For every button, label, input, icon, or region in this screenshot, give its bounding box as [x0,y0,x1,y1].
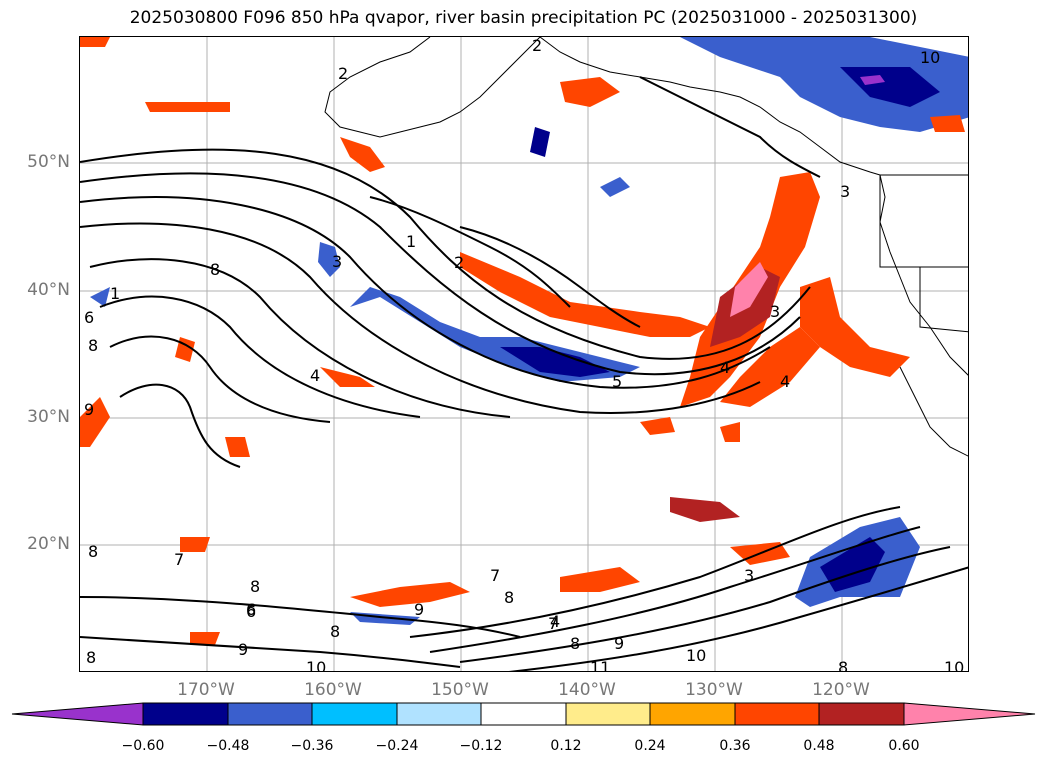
colorbar-swatch [565,702,651,726]
lat-label: 40°N [27,280,70,300]
colorbar [11,702,1036,726]
colorbar-tick: −0.48 [206,738,250,754]
contour-label: 7 [174,550,184,569]
contour-label: 10 [920,48,940,67]
colorbar-swatch [311,702,398,726]
contour-label: 8 [250,577,260,596]
colorbar-swatch [11,702,144,726]
contour-label: 8 [838,658,848,672]
contour-label: 2 [338,64,348,83]
contour-label: 4 [550,612,560,631]
contour-label: 5 [612,372,622,391]
contour-label: 7 [548,614,558,633]
colorbar-swatch [396,702,482,726]
colorbar-swatch [903,702,1036,726]
qvapor-contours [80,76,968,671]
contour-label: 10 [306,658,326,672]
contour-label: 7 [490,566,500,585]
contour-label-layer: 2 2 1 2 3 3 10 4 8 1 6 8 4 5 3 4 9 8 7 6… [84,37,964,672]
lat-label: 50°N [27,152,70,172]
contour-label: 9 [614,634,624,653]
lon-label: 170°W [177,680,235,700]
lon-label: 150°W [431,680,489,700]
positive-anomaly-shading [80,37,965,645]
lon-label: 130°W [685,680,743,700]
contour-label: 3 [840,182,850,201]
contour-label: 8 [504,588,514,607]
contour-label: 4 [720,358,730,377]
contour-label: 8 [570,634,580,653]
contour-label: 11 [590,658,610,672]
contour-label: 9 [84,400,94,419]
colorbar-tick: −0.36 [290,738,334,754]
negative-anomaly-shading [90,37,968,625]
colorbar-tick: −0.24 [375,738,419,754]
contour-label: 2 [532,37,542,55]
map-panel: 2 2 1 2 3 3 10 4 8 1 6 8 4 5 3 4 9 8 7 6… [79,36,969,672]
contour-label: 9 [238,640,248,659]
coastlines [324,37,968,457]
contour-label: 8 [88,336,98,355]
colorbar-tick: 0.48 [803,738,835,754]
map-canvas: 2 2 1 2 3 3 10 4 8 1 6 8 4 5 3 4 9 8 7 6… [80,37,968,672]
map-title: 2025030800 F096 850 hPa qvapor, river ba… [129,8,918,28]
colorbar-swatch [649,702,736,726]
lat-label: 20°N [27,534,70,554]
colorbar-swatch [480,702,567,726]
colorbar-tick: −0.12 [459,738,503,754]
contour-label: 8 [210,260,220,279]
colorbar-swatch [734,702,820,726]
contour-label: 1 [406,232,416,251]
colorbar-tick: −0.60 [121,738,165,754]
lon-label: 140°W [558,680,616,700]
colorbar-tick: 0.12 [550,738,582,754]
colorbar-tick: 0.36 [719,738,751,754]
contour-label: 8 [88,542,98,561]
lon-label: 120°W [812,680,870,700]
contour-label: 4 [780,372,790,391]
colorbar-tick: 0.60 [888,738,920,754]
contour-label: 2 [454,253,464,272]
contour-label: 1 [110,284,120,303]
contour-label: 6 [246,602,256,621]
contour-label: 6 [84,308,94,327]
colorbar-tick: 0.24 [634,738,666,754]
contour-label: 9 [414,600,424,619]
contour-label: 3 [332,252,342,271]
colorbar-swatch [818,702,905,726]
contour-label: 3 [744,566,754,585]
contour-label: 8 [330,622,340,641]
colorbar-swatch [227,702,313,726]
lon-label: 160°W [304,680,362,700]
contour-label: 3 [770,302,780,321]
contour-label: 4 [310,366,320,385]
contour-label: 6 [246,600,256,619]
colorbar-swatch [142,702,229,726]
contour-label: 10 [686,646,706,665]
lat-label: 30°N [27,407,70,427]
contour-label: 10 [944,658,964,672]
contour-label: 8 [86,648,96,667]
